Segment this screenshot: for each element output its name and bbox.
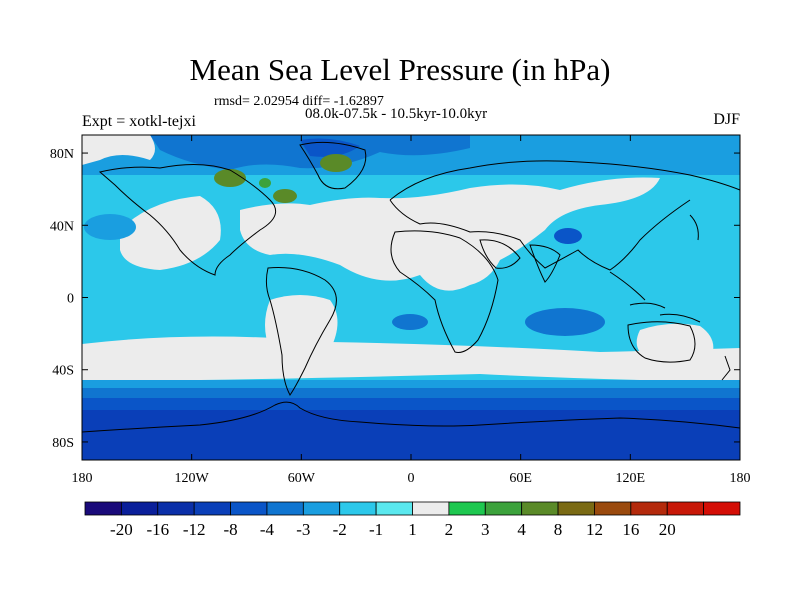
coast-australia bbox=[627, 321, 696, 363]
coast-arabia bbox=[479, 239, 521, 269]
colorbar-label: 16 bbox=[622, 520, 639, 539]
colorbar-swatch bbox=[666, 501, 705, 516]
field-nearzero-main bbox=[240, 177, 660, 291]
field-antarctic-low bbox=[82, 410, 740, 460]
colorbar-swatch bbox=[193, 501, 231, 516]
field-positive-small bbox=[259, 178, 271, 188]
y-tick-label: 0 bbox=[67, 292, 74, 307]
y-tick-label: 40N bbox=[50, 219, 74, 234]
colorbar-swatch bbox=[375, 501, 413, 516]
colorbar-swatch bbox=[412, 501, 450, 516]
colorbar-swatch bbox=[84, 501, 122, 516]
field-low-south-atlantic bbox=[392, 314, 428, 330]
season-label: DJF bbox=[713, 111, 740, 128]
colorbar-swatch bbox=[120, 501, 159, 516]
experiment-label: Expt = xotkl-tejxi bbox=[82, 113, 196, 130]
colorbar-label: 1 bbox=[408, 520, 417, 539]
field-positive-hudson bbox=[214, 169, 246, 187]
colorbar-swatch bbox=[339, 501, 377, 516]
field-southern-band-1 bbox=[82, 380, 740, 390]
colorbar-label: 20 bbox=[659, 520, 676, 539]
field-low-indian-ocean bbox=[525, 308, 605, 336]
map-field bbox=[82, 135, 740, 460]
colorbar-swatch bbox=[594, 501, 632, 516]
field-nearzero-north-pacific bbox=[82, 135, 155, 165]
field-southern-band-3 bbox=[82, 398, 740, 412]
colorbar-swatch bbox=[157, 501, 195, 516]
y-axis: 80N 40N 0 40S 80S bbox=[50, 147, 740, 451]
colorbar-swatch bbox=[230, 501, 268, 516]
y-tick-label: 80N bbox=[50, 147, 74, 162]
colorbar-swatch bbox=[703, 501, 741, 516]
x-tick-label: 60W bbox=[288, 471, 316, 486]
colorbar-swatch bbox=[484, 501, 523, 516]
field-nearzero-pacific-east bbox=[120, 196, 221, 270]
colorbar-swatch bbox=[630, 501, 668, 516]
x-tick-label: 60E bbox=[509, 471, 532, 486]
coast-southeast-asia bbox=[609, 271, 701, 323]
coast-japan bbox=[689, 214, 699, 241]
x-tick-label: 120E bbox=[616, 471, 646, 486]
colorbar-label: 12 bbox=[586, 520, 603, 539]
colorbar-label: -4 bbox=[260, 520, 275, 539]
coast-africa bbox=[390, 230, 499, 353]
colorbar-swatch bbox=[266, 501, 304, 516]
colorbar-label: -1 bbox=[369, 520, 383, 539]
colorbar-label: 8 bbox=[554, 520, 563, 539]
colorbar-swatch bbox=[557, 501, 595, 516]
coast-greenland bbox=[299, 141, 367, 190]
x-tick-label: 120W bbox=[175, 471, 210, 486]
chart-title: Mean Sea Level Pressure (in hPa) bbox=[189, 52, 611, 87]
coastlines bbox=[81, 141, 741, 433]
coast-north-america bbox=[98, 163, 277, 276]
colorbar-label: -20 bbox=[110, 520, 133, 539]
field-nearzero-southeast-pacific bbox=[265, 295, 338, 350]
coast-antarctica bbox=[81, 401, 741, 433]
colorbar-swatch bbox=[521, 501, 559, 516]
coast-south-america bbox=[265, 267, 337, 396]
field-positive-greenland bbox=[320, 154, 352, 172]
colorbar-label: 4 bbox=[517, 520, 526, 539]
colorbar-label: 3 bbox=[481, 520, 490, 539]
colorbar-label: -3 bbox=[296, 520, 310, 539]
field-positive-baffin bbox=[273, 189, 297, 203]
colorbar-label: -2 bbox=[333, 520, 347, 539]
colorbar-label: -8 bbox=[223, 520, 237, 539]
period-text: 08.0k-07.5k - 10.5kyr-10.0kyr bbox=[305, 106, 488, 122]
coast-india bbox=[529, 244, 561, 283]
colorbar-label: -16 bbox=[146, 520, 169, 539]
colorbar-swatch bbox=[302, 501, 341, 516]
field-low-central-asia bbox=[554, 228, 582, 244]
x-tick-label: 180 bbox=[730, 471, 751, 486]
field-nearzero-south-band bbox=[82, 336, 740, 382]
stats-text: rmsd= 2.02954 diff= -1.62897 bbox=[214, 94, 384, 109]
colorbar-swatch bbox=[448, 501, 486, 516]
field-southern-band-2 bbox=[82, 388, 740, 400]
field-low-north-pacific bbox=[84, 214, 136, 240]
colorbar-label: -12 bbox=[183, 520, 206, 539]
y-tick-label: 40S bbox=[52, 364, 74, 379]
y-tick-label: 80S bbox=[52, 436, 74, 451]
x-axis: 180 120W 60W 0 60E 120E 180 bbox=[72, 135, 751, 486]
x-tick-label: 180 bbox=[72, 471, 93, 486]
colorbar: -20 -16 -12 -8 -4 -3 -2 -1 1 2 3 4 8 12 16 20 bbox=[84, 501, 741, 539]
coast-new-zealand bbox=[721, 355, 731, 381]
coast-eurasia bbox=[389, 160, 741, 271]
x-tick-label: 0 bbox=[408, 471, 415, 486]
colorbar-label: 2 bbox=[445, 520, 454, 539]
